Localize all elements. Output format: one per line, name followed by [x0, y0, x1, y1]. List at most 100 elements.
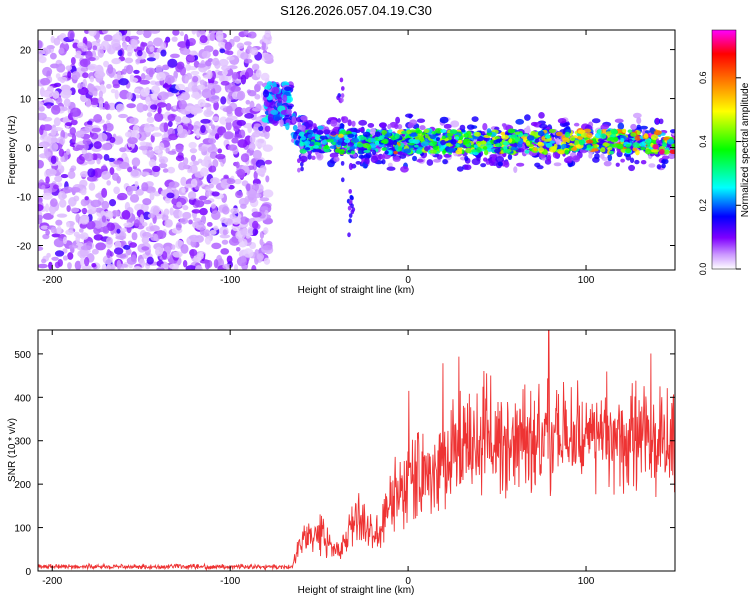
heatmap-cell: [262, 33, 273, 44]
heatmap-cell: [494, 143, 503, 148]
heatmap-cell: [625, 143, 631, 148]
heatmap-cell: [40, 225, 49, 230]
heatmap-cell: [263, 130, 270, 140]
heatmap-cell: [317, 125, 324, 130]
heatmap-cell: [157, 91, 169, 101]
heatmap-cell: [414, 144, 419, 148]
heatmap-cell: [644, 148, 652, 155]
heatmap-cell: [248, 194, 257, 203]
heatmap-cell: [61, 193, 68, 199]
heatmap-cell: [154, 112, 164, 122]
heatmap-cell: [640, 146, 646, 151]
heatmap-cell: [634, 159, 640, 165]
heatmap-cell: [132, 124, 140, 133]
heatmap-cell: [206, 69, 213, 80]
heatmap-cell: [194, 220, 205, 228]
colorbar-gradient: [711, 29, 737, 270]
heatmap-cell: [106, 264, 112, 270]
heatmap-cell: [432, 140, 438, 146]
heatmap-cell: [651, 149, 660, 153]
heatmap-cell: [610, 128, 618, 135]
heatmap-cell: [129, 242, 138, 248]
heatmap-cell: [526, 135, 535, 141]
heatmap-cell: [474, 131, 482, 137]
heatmap-cell: [106, 180, 111, 186]
heatmap-cell: [93, 141, 102, 150]
heatmap-cell: [148, 69, 154, 78]
heatmap-cell: [370, 155, 379, 163]
snr-y-tick-label: 300: [14, 437, 31, 448]
heatmap-cell: [440, 139, 446, 146]
heatmap-cell: [220, 96, 227, 105]
heatmap-cell: [164, 197, 171, 204]
heatmap-cell: [46, 168, 57, 177]
snr-x-label: Height of straight line (km): [298, 585, 415, 596]
heatmap-cell: [213, 101, 219, 111]
heatmap-cell: [87, 83, 95, 91]
heatmap-cell: [645, 139, 651, 146]
heatmap-cell: [136, 30, 145, 35]
heatmap-cell: [362, 142, 371, 149]
heatmap-cell: [171, 36, 178, 42]
heatmap-cell: [513, 166, 518, 173]
heatmap-cell: [188, 219, 193, 225]
heatmap-cell: [201, 88, 213, 99]
heatmap-cell: [151, 85, 161, 94]
heatmap-cell: [188, 141, 197, 149]
heatmap-cell: [614, 118, 624, 123]
heatmap-cell: [236, 168, 246, 179]
heatmap-cell: [557, 118, 567, 124]
heatmap-cell: [307, 133, 313, 139]
heatmap-cell: [173, 70, 178, 80]
heatmap-cell: [126, 185, 133, 196]
heatmap-cell: [393, 150, 398, 155]
heatmap-cell: [145, 96, 151, 105]
heatmap-cell: [501, 134, 509, 140]
heatmap-cell: [247, 31, 257, 39]
heatmap-cell: [79, 257, 85, 267]
heatmap-cell: [185, 105, 196, 112]
heatmap-cell: [50, 128, 57, 136]
heatmap-cell: [264, 53, 274, 62]
heatmap-cell: [39, 141, 50, 148]
heatmap-cell: [494, 126, 500, 131]
heatmap-cell: [88, 182, 96, 191]
heatmap-cell: [79, 171, 90, 178]
snr-x-axis: -200 -100 0 100: [42, 330, 595, 587]
heatmap-cell: [101, 143, 112, 151]
heatmap-cell: [140, 202, 149, 212]
heatmap-cell: [663, 149, 670, 155]
heatmap-cell: [118, 161, 130, 170]
heatmap-cell: [161, 250, 168, 260]
heatmap-cell: [634, 135, 642, 141]
heatmap-cell: [337, 133, 344, 138]
heatmap-cell: [139, 79, 151, 85]
heatmap-cell: [84, 256, 90, 267]
heatmap-cell: [38, 263, 48, 269]
heatmap-cell: [262, 89, 270, 98]
heatmap-cell: [199, 79, 206, 86]
heatmap-cell: [486, 128, 492, 134]
snr-y-label: SNR (10 * v/v): [7, 418, 18, 482]
heatmap-cell: [127, 166, 133, 173]
heatmap-cell: [351, 120, 356, 127]
snr-panel: -200 -100 0 100 0 100 200 300 400 500 Height of …: [7, 329, 676, 596]
heatmap-cell: [241, 107, 247, 114]
heatmap-cell: [204, 260, 211, 270]
heatmap-cell: [97, 132, 108, 142]
heatmap-cell: [106, 248, 111, 259]
heatmap-cell: [607, 136, 615, 141]
heatmap-cell: [255, 69, 262, 78]
spectrogram-y-tick-label: 10: [20, 95, 32, 106]
heatmap-cell: [115, 103, 125, 112]
heatmap-cell: [54, 175, 63, 183]
heatmap-cell: [77, 82, 83, 90]
heatmap-cell: [602, 142, 610, 147]
heatmap-cell: [285, 122, 290, 131]
heatmap-cell: [56, 213, 68, 218]
heatmap-cell: [158, 156, 169, 164]
heatmap-cell: [142, 211, 152, 220]
heatmap-cell: [93, 234, 104, 241]
heatmap-cell: [378, 143, 385, 148]
heatmap-cell: [226, 178, 236, 185]
